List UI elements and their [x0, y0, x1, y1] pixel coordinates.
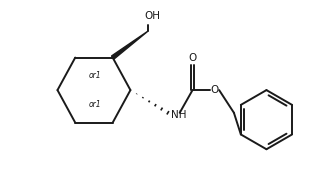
- Text: O: O: [188, 53, 197, 62]
- Polygon shape: [111, 31, 148, 59]
- Text: OH: OH: [144, 11, 160, 21]
- Text: or1: or1: [89, 71, 102, 80]
- Text: or1: or1: [89, 100, 102, 109]
- Text: NH: NH: [171, 110, 186, 120]
- Text: O: O: [210, 85, 218, 95]
